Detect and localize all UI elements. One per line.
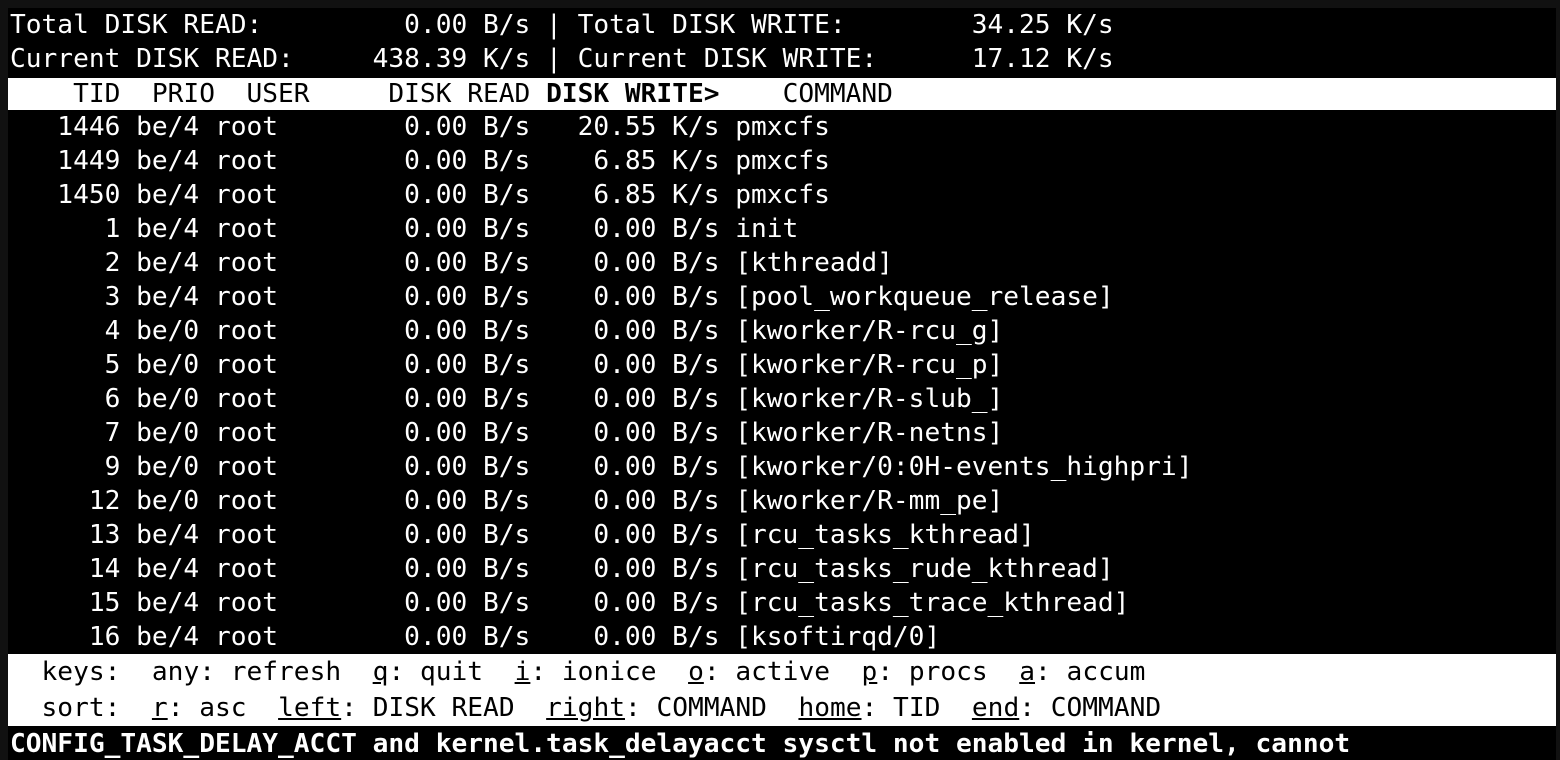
process-row-text: 1450 be/4 root 0.00 B/s 6.85 K/s pmxcfs [10,180,830,210]
footer-text: : active [703,657,830,687]
process-row-text: 1 be/4 root 0.00 B/s 0.00 B/s init [10,214,799,244]
footer-text: : asc [167,693,247,723]
hotkey-letter[interactable]: r [151,693,168,723]
hotkey-letter[interactable]: end [971,693,1020,723]
process-row-text: 15 be/4 root 0.00 B/s 0.00 B/s [rcu_task… [10,588,1130,618]
summary-line-total: Total DISK READ: 0.00 B/s | Total DISK W… [8,8,1556,42]
status-message-line: CONFIG_TASK_DELAY_ACCT and kernel.task_d… [8,726,1556,760]
process-row[interactable]: 1446 be/4 root 0.00 B/s 20.55 K/s pmxcfs [8,110,1556,144]
hotkey-letter[interactable]: right [546,693,625,723]
footer-text [483,657,515,687]
process-row-text: 4 be/0 root 0.00 B/s 0.00 B/s [kworker/R… [10,316,1004,346]
footer-text: sort: [10,693,152,723]
footer-text: : quit [388,657,484,687]
hotkey-letter[interactable]: p [861,657,878,687]
footer-text: any: refresh [151,657,342,687]
process-row-text: 2 be/4 root 0.00 B/s 0.00 B/s [kthreadd] [10,248,893,278]
process-row[interactable]: 1449 be/4 root 0.00 B/s 6.85 K/s pmxcfs [8,144,1556,178]
process-row-text: 16 be/4 root 0.00 B/s 0.00 B/s [ksoftirq… [10,622,941,652]
footer-text [247,693,279,723]
hotkey-letter[interactable]: left [278,693,342,723]
footer-text [515,693,547,723]
process-row[interactable]: 7 be/0 root 0.00 B/s 0.00 B/s [kworker/R… [8,416,1556,450]
footer-text: : ionice [530,657,657,687]
process-row[interactable]: 6 be/0 root 0.00 B/s 0.00 B/s [kworker/R… [8,382,1556,416]
hotkey-letter[interactable]: i [514,657,531,687]
footer-text [830,657,862,687]
process-row[interactable]: 16 be/4 root 0.00 B/s 0.00 B/s [ksoftirq… [8,620,1556,654]
process-row-text: 3 be/4 root 0.00 B/s 0.00 B/s [pool_work… [10,282,1114,312]
process-row[interactable]: 14 be/4 root 0.00 B/s 0.00 B/s [rcu_task… [8,552,1556,586]
footer-text [657,657,689,687]
footer-text [988,657,1020,687]
footer-text [940,693,972,723]
process-row-text: 9 be/0 root 0.00 B/s 0.00 B/s [kworker/0… [10,452,1193,482]
process-row[interactable]: 13 be/4 root 0.00 B/s 0.00 B/s [rcu_task… [8,518,1556,552]
footer-sort-line: sort: r: asc left: DISK READ right: COMM… [8,690,1556,726]
process-row-text: 6 be/0 root 0.00 B/s 0.00 B/s [kworker/R… [10,384,1004,414]
footer-sort-text: sort: r: asc left: DISK READ right: COMM… [8,690,1556,726]
hotkey-letter[interactable]: q [372,657,389,687]
process-row[interactable]: 15 be/4 root 0.00 B/s 0.00 B/s [rcu_task… [8,586,1556,620]
process-row-text: 5 be/0 root 0.00 B/s 0.00 B/s [kworker/R… [10,350,1004,380]
footer-text: keys: [10,657,152,687]
process-row[interactable]: 12 be/0 root 0.00 B/s 0.00 B/s [kworker/… [8,484,1556,518]
footer-text: : DISK READ [341,693,515,723]
footer-text [767,693,799,723]
status-message-text: CONFIG_TASK_DELAY_ACCT and kernel.task_d… [10,729,1351,759]
process-row-text: 12 be/0 root 0.00 B/s 0.00 B/s [kworker/… [10,486,1004,516]
process-row-text: 13 be/4 root 0.00 B/s 0.00 B/s [rcu_task… [10,520,1035,550]
column-header-suffix: COMMAND [719,79,893,109]
hotkey-letter[interactable]: home [798,693,862,723]
footer-text: : TID [861,693,941,723]
hotkey-letter[interactable]: a [1019,657,1036,687]
column-header-prefix: TID PRIO USER DISK READ [10,79,547,109]
process-row-text: 1446 be/4 root 0.00 B/s 20.55 K/s pmxcfs [10,112,830,142]
footer-keys-text: keys: any: refresh q: quit i: ionice o: … [8,654,1556,690]
process-row[interactable]: 1 be/4 root 0.00 B/s 0.00 B/s init [8,212,1556,246]
summary-total-text: Total DISK READ: 0.00 B/s | Total DISK W… [10,10,1114,40]
terminal-screen: Total DISK READ: 0.00 B/s | Total DISK W… [8,8,1556,760]
process-row[interactable]: 9 be/0 root 0.00 B/s 0.00 B/s [kworker/0… [8,450,1556,484]
process-row[interactable]: 2 be/4 root 0.00 B/s 0.00 B/s [kthreadd] [8,246,1556,280]
footer-text: : procs [877,657,988,687]
footer-text: : COMMAND [624,693,767,723]
process-row[interactable]: 5 be/0 root 0.00 B/s 0.00 B/s [kworker/R… [8,348,1556,382]
summary-line-current: Current DISK READ: 438.39 K/s | Current … [8,42,1556,76]
summary-current-text: Current DISK READ: 438.39 K/s | Current … [10,44,1114,74]
process-row[interactable]: 4 be/0 root 0.00 B/s 0.00 B/s [kworker/R… [8,314,1556,348]
process-row-text: 1449 be/4 root 0.00 B/s 6.85 K/s pmxcfs [10,146,830,176]
footer-keys-line: keys: any: refresh q: quit i: ionice o: … [8,654,1556,690]
process-row-text: 14 be/4 root 0.00 B/s 0.00 B/s [rcu_task… [10,554,1114,584]
footer-text [341,657,373,687]
process-row-text: 7 be/0 root 0.00 B/s 0.00 B/s [kworker/R… [10,418,1004,448]
column-header-sort-active[interactable]: DISK WRITE> [546,79,720,109]
process-row[interactable]: 3 be/4 root 0.00 B/s 0.00 B/s [pool_work… [8,280,1556,314]
process-row[interactable]: 1450 be/4 root 0.00 B/s 6.85 K/s pmxcfs [8,178,1556,212]
hotkey-letter[interactable]: o [688,657,704,687]
footer-text: : COMMAND [1019,693,1162,723]
table-column-header[interactable]: TID PRIO USER DISK READ DISK WRITE> COMM… [8,78,1556,110]
footer-text: : accum [1035,657,1146,687]
